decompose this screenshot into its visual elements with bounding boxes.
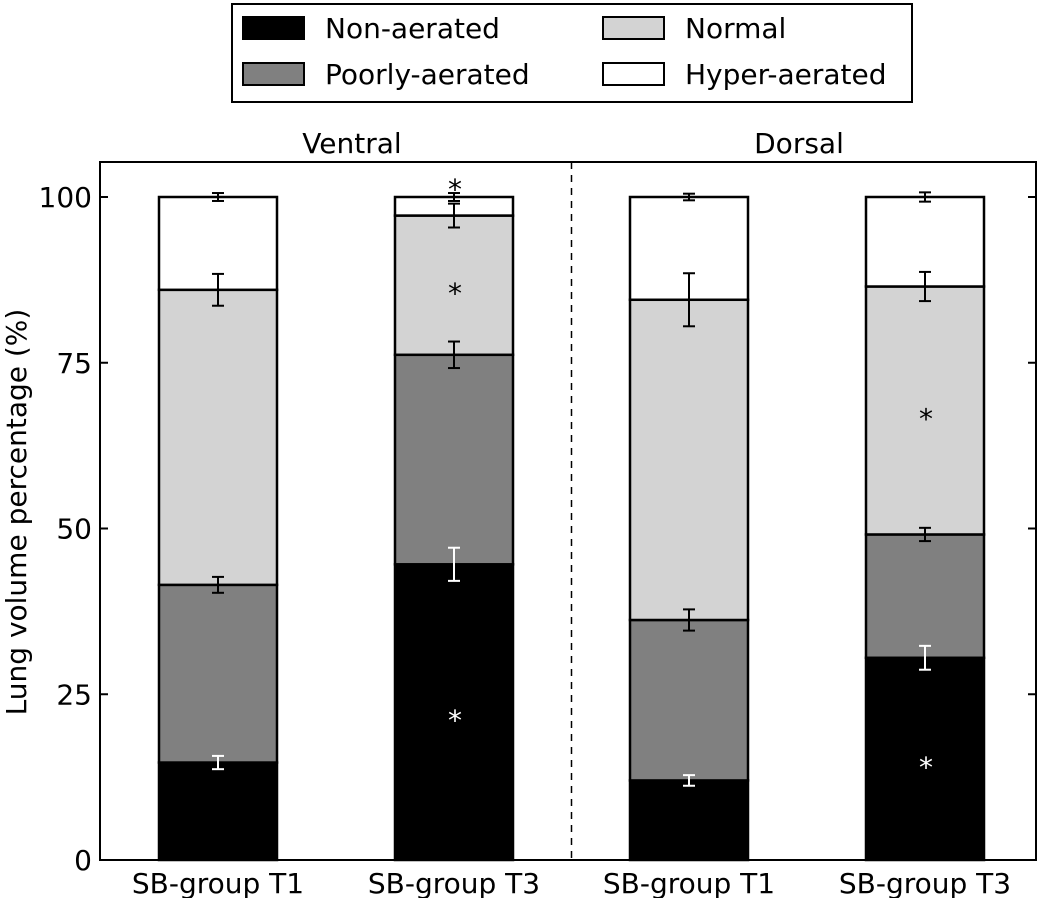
significance-marker: * xyxy=(448,704,462,737)
y-tick-label: 100 xyxy=(39,181,92,214)
bar-segment-non-aerated xyxy=(864,656,986,862)
legend-label-non-aerated: Non-aerated xyxy=(325,12,500,45)
bar-segment-normal xyxy=(157,288,279,587)
bar-segment-poorly-aerated xyxy=(628,618,750,782)
bar-segment-poorly-aerated xyxy=(393,353,515,566)
x-tick-label: SB-group T1 xyxy=(603,867,775,898)
y-tick-label: 50 xyxy=(56,513,92,546)
legend-swatch-non-aerated xyxy=(242,16,305,40)
bar-segment-poorly-aerated xyxy=(864,533,986,660)
bar-segment-non-aerated xyxy=(628,779,750,862)
legend-swatch-poorly-aerated xyxy=(242,62,305,86)
panel-title-dorsal: Dorsal xyxy=(754,127,844,160)
bar-segment-poorly-aerated xyxy=(157,583,279,764)
y-tick-label: 0 xyxy=(74,844,92,877)
x-tick-label: SB-group T3 xyxy=(368,867,540,898)
axes: 0 25 50 75 100 SB-group T1 SB-group T3 SB-group… xyxy=(39,161,1037,898)
legend-label-normal: Normal xyxy=(685,12,786,45)
legend-frame xyxy=(231,3,913,103)
legend-swatch-hyper-aerated xyxy=(602,62,665,86)
x-tick-label: SB-group T1 xyxy=(132,867,304,898)
bar-segment-normal xyxy=(393,214,515,357)
significance-markers: * * * * * xyxy=(448,173,933,784)
y-tick-label: 25 xyxy=(56,678,92,711)
y-tick-label: 75 xyxy=(56,347,92,380)
x-tick-label: SB-group T3 xyxy=(839,867,1011,898)
error-bars xyxy=(212,191,931,787)
y-axis-label: Lung volume percentage (%) xyxy=(0,309,33,716)
significance-marker: * xyxy=(448,173,462,206)
significance-marker: * xyxy=(919,751,933,784)
legend-label-poorly-aerated: Poorly-aerated xyxy=(325,58,530,91)
bars xyxy=(157,195,986,862)
bar-segment-normal xyxy=(628,298,750,622)
significance-marker: * xyxy=(448,277,462,310)
bar-segment-non-aerated xyxy=(157,761,279,862)
legend-label-hyper-aerated: Hyper-aerated xyxy=(685,58,886,91)
plot-frame xyxy=(99,161,1037,861)
bar-segment-non-aerated xyxy=(393,563,515,862)
bar-segment-normal xyxy=(864,285,986,536)
significance-marker: * xyxy=(919,402,933,435)
panel-title-ventral: Ventral xyxy=(302,127,401,160)
legend-swatch-normal xyxy=(602,16,665,40)
legend: Non-aerated Poorly-aerated Normal Hyper-… xyxy=(231,3,913,103)
